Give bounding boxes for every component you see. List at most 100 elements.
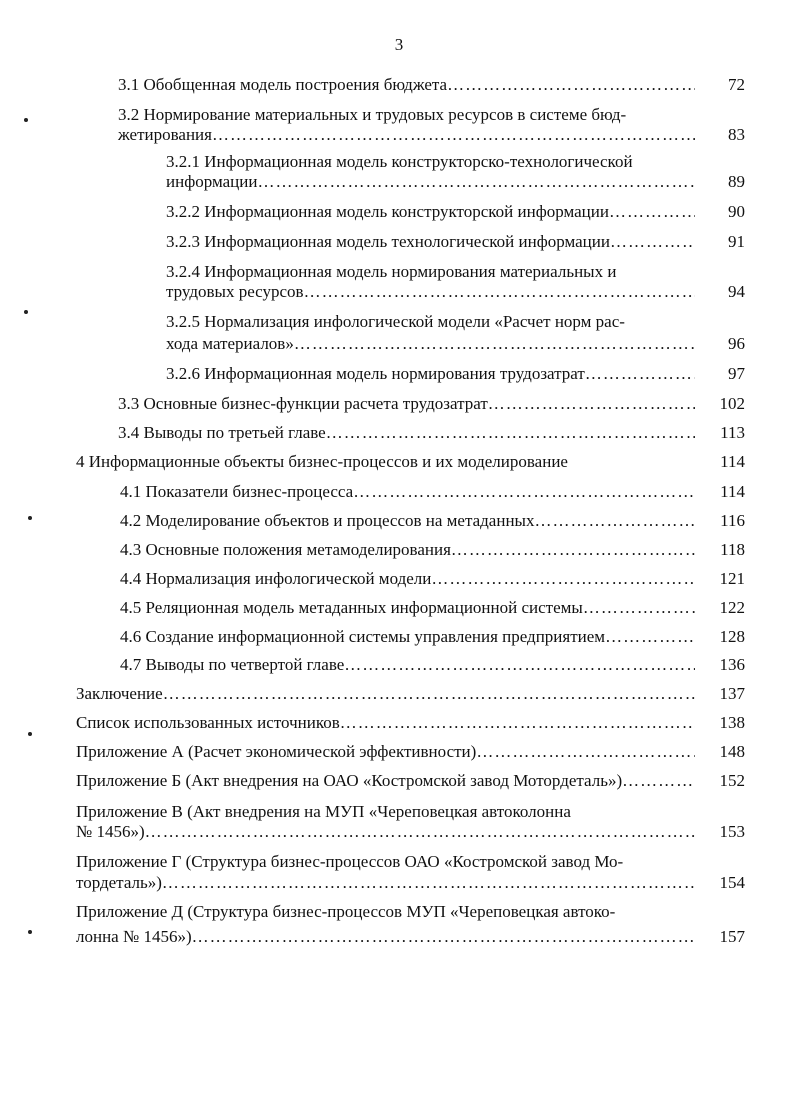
toc-page-number: 154 — [719, 873, 746, 892]
toc-entry[interactable]: 4 Информационные объекты бизнес-процессо… — [76, 452, 745, 472]
toc-entry[interactable]: 3.2.3 Информационная модель технологичес… — [166, 232, 745, 252]
toc-page-number: 72 — [728, 75, 745, 94]
toc-page-number: 128 — [719, 627, 746, 646]
toc-entry[interactable]: Заключение 137 — [76, 684, 745, 704]
dot-leader — [212, 125, 695, 145]
toc-entry-title: 4.6 Создание информационной системы упра… — [120, 627, 606, 646]
scan-speck — [28, 732, 32, 736]
scan-speck — [24, 118, 28, 122]
toc-entry-title: 3.2 Нормирование материальных и трудовых… — [118, 105, 627, 124]
toc-entry[interactable]: 4.5 Реляционная модель метаданных информ… — [120, 598, 745, 618]
dot-leader — [431, 569, 695, 589]
toc-entry[interactable]: 3.4 Выводы по третьей главе 113 — [118, 423, 745, 443]
scan-speck — [28, 930, 32, 934]
scan-speck — [28, 516, 32, 520]
dot-leader — [488, 394, 695, 414]
dot-leader — [585, 364, 695, 384]
toc-page-number: 152 — [719, 771, 746, 790]
toc-entry-title: хода материалов» — [166, 334, 294, 353]
toc-page-number: 91 — [728, 232, 745, 251]
toc-entry-title: лонна № 1456») — [76, 927, 192, 946]
toc-page-number: 114 — [720, 452, 745, 471]
toc-page-number: 157 — [719, 927, 746, 946]
toc-page-number: 122 — [719, 598, 746, 617]
toc-entry[interactable]: 3.2.4 Информационная модель нормирования… — [166, 262, 745, 302]
toc-entry[interactable]: 3.2.5 Нормализация инфологической модели… — [166, 312, 745, 354]
toc-entry-title: 4.4 Нормализация инфологической модели — [120, 569, 432, 588]
dot-leader — [257, 172, 695, 192]
dot-leader — [163, 684, 695, 704]
toc-entry-title: № 1456») — [76, 822, 145, 841]
dot-leader — [622, 771, 695, 791]
toc-entry-title: 3.2.6 Информационная модель нормирования… — [166, 364, 585, 383]
toc-entry-title: 3.2.3 Информационная модель технологичес… — [166, 232, 610, 251]
page-number: 3 — [394, 35, 404, 54]
toc-page-number: 102 — [719, 394, 746, 413]
toc-entry[interactable]: 3.2 Нормирование материальных и трудовых… — [118, 105, 745, 145]
toc-page-number: 121 — [719, 569, 746, 588]
toc-entry-title: трудовых ресурсов — [166, 282, 304, 301]
dot-leader — [162, 873, 695, 893]
toc-entry[interactable]: 4.6 Создание информационной системы упра… — [120, 627, 745, 647]
toc-entry-title: 3.2.1 Информационная модель конструкторс… — [166, 152, 633, 171]
toc-entry[interactable]: Приложение Д (Структура бизнес-процессов… — [76, 902, 745, 947]
toc-page-number: 113 — [720, 423, 745, 442]
dot-leader — [605, 627, 695, 647]
toc-entry[interactable]: 4.3 Основные положения метамоделирования… — [120, 540, 745, 560]
toc-entry-title: тордеталь») — [76, 873, 162, 892]
toc-entry-title: Приложение Д (Структура бизнес-процессов… — [76, 902, 616, 921]
toc-entry-title: 4.2 Моделирование объектов и процессов н… — [120, 511, 535, 530]
toc-entry-title: 3.2.4 Информационная модель нормирования… — [166, 262, 617, 281]
toc-page-number: 116 — [720, 511, 745, 530]
toc-entry[interactable]: Приложение В (Акт внедрения на МУП «Чере… — [76, 802, 745, 842]
toc-page-number: 148 — [719, 742, 746, 761]
dot-leader — [192, 927, 695, 947]
toc-entry[interactable]: 3.2.2 Информационная модель конструкторс… — [166, 202, 745, 222]
toc-entry-title: Заключение — [76, 684, 163, 703]
dot-leader — [294, 334, 695, 354]
toc-entry-title: Приложение А (Расчет экономической эффек… — [76, 742, 477, 761]
toc-page-number: 89 — [728, 172, 745, 191]
toc-page-number: 97 — [728, 364, 745, 383]
toc-entry[interactable]: 4.4 Нормализация инфологической модели 12… — [120, 569, 745, 589]
toc-page-number: 137 — [719, 684, 746, 703]
dot-leader — [353, 482, 695, 502]
toc-entry[interactable]: 3.1 Обобщенная модель построения бюджета… — [118, 75, 745, 95]
toc-entry-title: 4.5 Реляционная модель метаданных информ… — [120, 598, 583, 617]
toc-page-number: 94 — [728, 282, 745, 301]
scan-speck — [24, 310, 28, 314]
dot-leader — [340, 713, 695, 733]
toc-page-number: 138 — [719, 713, 746, 732]
toc-entry-title: 4.1 Показатели бизнес-процесса — [120, 482, 354, 501]
toc-entry-title: 3.2.5 Нормализация инфологической модели… — [166, 312, 625, 331]
toc-entry-title: Приложение В (Акт внедрения на МУП «Чере… — [76, 802, 571, 821]
toc-entry[interactable]: 3.3 Основные бизнес-функции расчета труд… — [118, 394, 745, 414]
toc-entry[interactable]: 3.2.1 Информационная модель конструкторс… — [166, 152, 745, 192]
toc-entry[interactable]: Приложение А (Расчет экономической эффек… — [76, 742, 745, 762]
toc-entry[interactable]: Приложение Г (Структура бизнес-процессов… — [76, 852, 745, 893]
dot-leader — [447, 75, 695, 95]
dot-leader — [304, 282, 695, 302]
dot-leader — [344, 655, 695, 675]
dot-leader — [326, 423, 695, 443]
toc-entry[interactable]: 4.1 Показатели бизнес-процесса 114 — [120, 482, 745, 502]
toc-entry-title: 4.7 Выводы по четвертой главе — [120, 655, 345, 674]
toc-entry[interactable]: 3.2.6 Информационная модель нормирования… — [166, 364, 745, 384]
toc-page-number: 83 — [728, 125, 745, 144]
toc-entry-title: Приложение Б (Акт внедрения на ОАО «Кост… — [76, 771, 623, 790]
toc-entry-title: 4.3 Основные положения метамоделирования — [120, 540, 451, 559]
toc-entry[interactable]: 4.2 Моделирование объектов и процессов н… — [120, 511, 745, 531]
toc-entry-title: 3.4 Выводы по третьей главе — [118, 423, 326, 442]
toc-entry[interactable]: Список использованных источников 138 — [76, 713, 745, 733]
toc-entry-title: Список использованных источников — [76, 713, 340, 732]
toc-entry-title: 3.1 Обобщенная модель построения бюджета — [118, 75, 448, 94]
dot-leader — [145, 822, 695, 842]
toc-entry-title: Приложение Г (Структура бизнес-процессов… — [76, 852, 624, 871]
toc-entry-title: жетирования — [118, 125, 212, 144]
dot-leader — [609, 202, 695, 222]
toc-entry-title: информации — [166, 172, 258, 191]
toc-page-number: 153 — [719, 822, 746, 841]
toc-entry[interactable]: 4.7 Выводы по четвертой главе 136 — [120, 655, 745, 675]
toc-entry-title: 3.2.2 Информационная модель конструкторс… — [166, 202, 609, 221]
toc-entry[interactable]: Приложение Б (Акт внедрения на ОАО «Кост… — [76, 771, 745, 791]
